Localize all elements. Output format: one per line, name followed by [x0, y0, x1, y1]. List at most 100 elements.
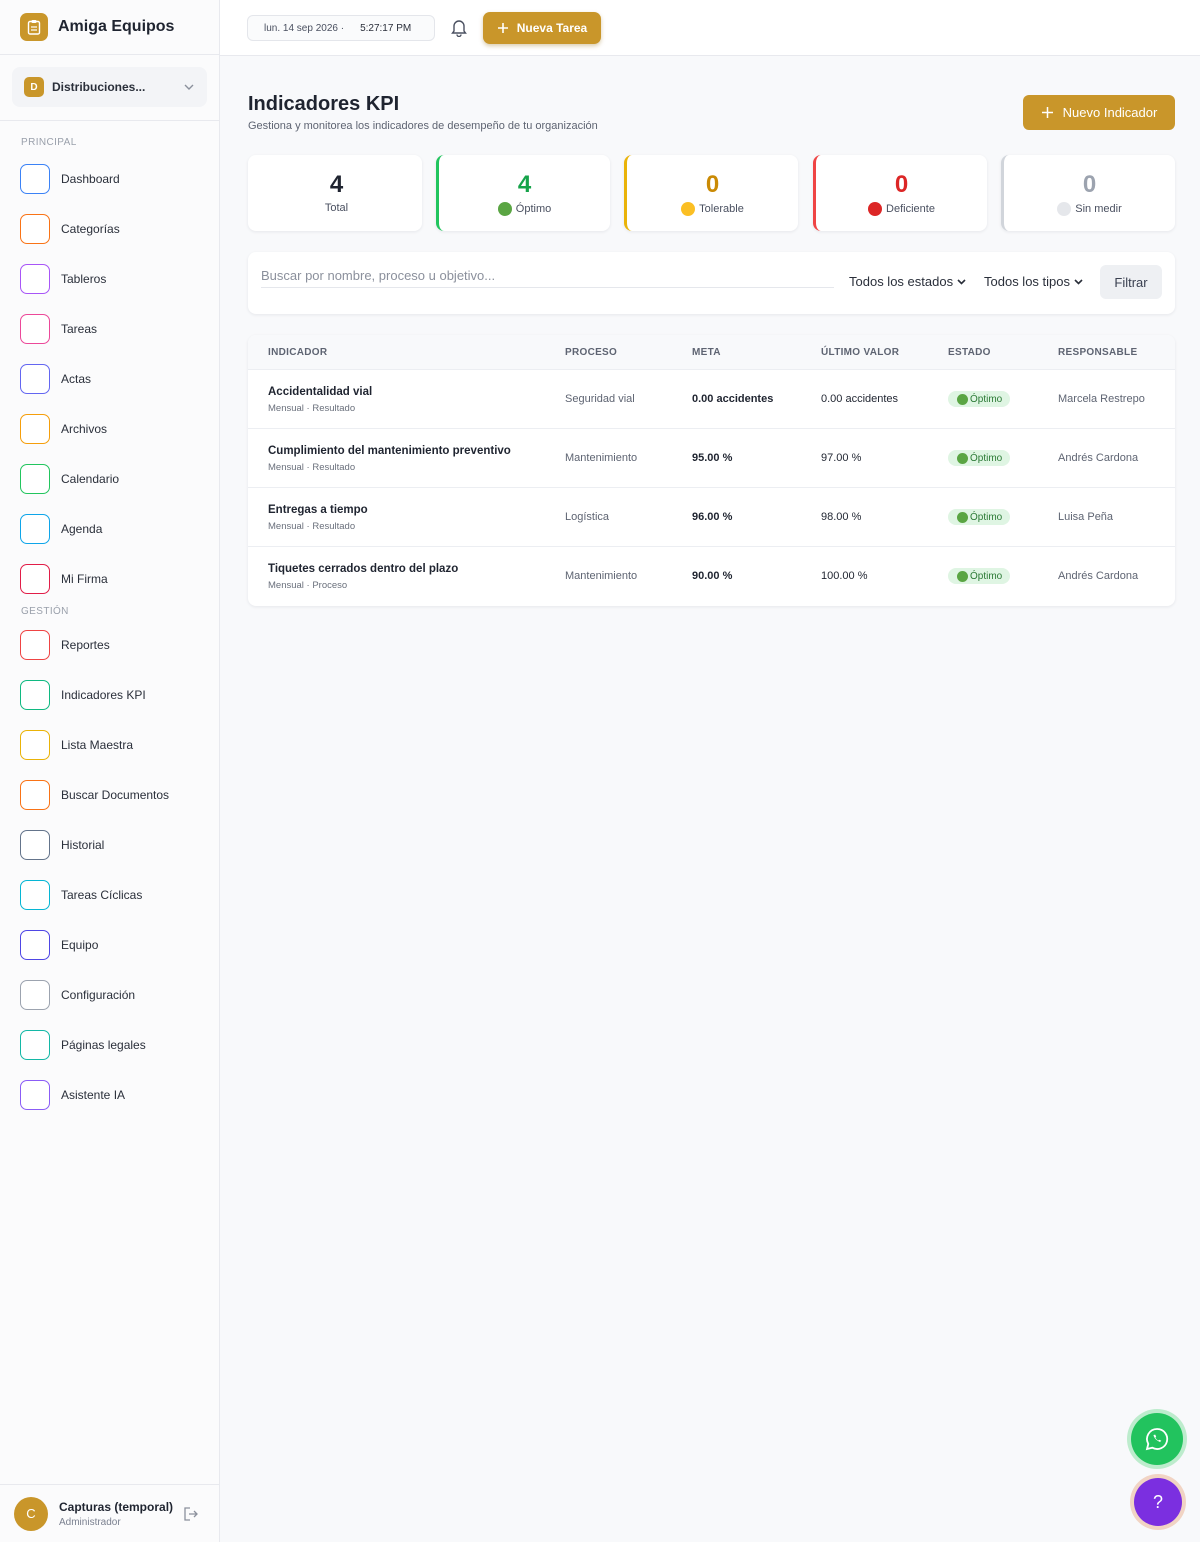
sidebar-item-asistente-ia[interactable]: Asistente IA — [20, 1080, 125, 1110]
nav-icon — [20, 980, 50, 1010]
stat-sin-medir-card[interactable]: 0 Sin medir — [1001, 155, 1175, 231]
sidebar-item-tareas[interactable]: Tareas — [20, 314, 97, 344]
sidebar-item-agenda[interactable]: Agenda — [20, 514, 102, 544]
meta-cell: 95.00 % — [692, 452, 733, 464]
sidebar-item-calendario[interactable]: Calendario — [20, 464, 119, 494]
table-row[interactable]: Entregas a tiempo Mensual · Resultado Logí… — [248, 487, 1175, 546]
nav-icon — [20, 414, 50, 444]
status-badge: Óptimo — [948, 450, 1011, 466]
stat-label: Deficiente — [816, 202, 987, 216]
time-text: 5:27:17 PM — [360, 22, 412, 34]
sidebar-item-label: Buscar Documentos — [61, 788, 170, 802]
sidebar-item-páginas-legales[interactable]: Páginas legales — [20, 1030, 146, 1060]
table-row[interactable]: Tiquetes cerrados dentro del plazo Mensua… — [248, 546, 1175, 605]
header-status[interactable]: ESTADO — [948, 347, 991, 358]
sidebar-item-archivos[interactable]: Archivos — [20, 414, 107, 444]
header-meta[interactable]: META — [692, 347, 721, 358]
sidebar-item-indicadores-kpi[interactable]: Indicadores KPI — [20, 680, 146, 710]
status-badge-label: Óptimo — [970, 393, 1003, 405]
nav-icon — [20, 1080, 50, 1110]
filter-button[interactable]: Filtrar — [1100, 265, 1162, 299]
logout-icon[interactable] — [183, 1507, 199, 1521]
stat-optimo-card[interactable]: 4 Óptimo — [436, 155, 610, 231]
stat-label-text: Óptimo — [515, 203, 552, 215]
process-cell: Logística — [565, 511, 610, 523]
sidebar-item-lista-maestra[interactable]: Lista Maestra — [20, 730, 133, 760]
header-last-value[interactable]: ÚLTIMO VALOR — [821, 347, 900, 358]
chevron-down-icon — [184, 84, 194, 90]
sidebar-item-label: Indicadores KPI — [61, 688, 146, 702]
sidebar-item-historial[interactable]: Historial — [20, 830, 104, 860]
status-select[interactable]: Todos los estados — [849, 274, 966, 289]
table-header: INDICADOR PROCESO META ÚLTIMO VALOR ESTA… — [248, 335, 1175, 369]
type-select[interactable]: Todos los tipos — [984, 274, 1083, 289]
sidebar-item-label: Agenda — [61, 522, 103, 536]
whatsapp-button[interactable] — [1131, 1413, 1183, 1465]
new-task-button[interactable]: Nueva Tarea — [483, 12, 601, 44]
sidebar-item-dashboard[interactable]: Dashboard — [20, 164, 120, 194]
type-select-value: Todos los tipos — [984, 274, 1070, 289]
indicator-name[interactable]: Tiquetes cerrados dentro del plazo — [268, 563, 459, 575]
sidebar-item-label: Categorías — [61, 222, 120, 236]
meta-cell: 90.00 % — [692, 570, 733, 582]
indicator-name[interactable]: Entregas a tiempo — [268, 504, 368, 516]
stat-label: Sin medir — [1004, 202, 1175, 216]
header-process[interactable]: PROCESO — [565, 347, 618, 358]
status-dot-icon — [957, 570, 968, 582]
last-value-cell: 97.00 % — [821, 452, 862, 464]
plus-icon — [497, 23, 508, 33]
stat-label-text: Total — [324, 202, 349, 214]
sidebar-item-tableros[interactable]: Tableros — [20, 264, 106, 294]
indicator-frequency: Mensual · Resultado — [268, 521, 356, 532]
nav-icon — [20, 564, 50, 594]
sidebar-item-mi-firma[interactable]: Mi Firma — [20, 564, 108, 594]
indicator-name[interactable]: Accidentalidad vial — [268, 386, 373, 398]
stat-value: 0 — [1082, 171, 1097, 198]
sidebar-item-tareas-cíclicas[interactable]: Tareas Cíclicas — [20, 880, 142, 910]
stat-total-card[interactable]: 4 Total — [248, 155, 422, 231]
table-row[interactable]: Cumplimiento del mantenimiento preventiv… — [248, 428, 1175, 487]
sidebar-item-equipo[interactable]: Equipo — [20, 930, 98, 960]
help-button[interactable]: ? — [1134, 1478, 1182, 1526]
brand[interactable]: Amiga Equipos — [0, 0, 219, 55]
table-row[interactable]: Accidentalidad vial Mensual · Resultado Se… — [248, 369, 1175, 428]
nav-icon — [20, 514, 50, 544]
sidebar-item-buscar-documentos[interactable]: Buscar Documentos — [20, 780, 169, 810]
status-badge-label: Óptimo — [970, 452, 1003, 464]
sidebar-item-label: Reportes — [61, 638, 110, 652]
organization-selector[interactable]: D Distribuciones... — [12, 67, 207, 107]
section-label-principal: PRINCIPAL — [21, 137, 77, 148]
stat-deficiente-card[interactable]: 0 Deficiente — [813, 155, 987, 231]
whatsapp-icon — [1145, 1428, 1169, 1451]
new-indicator-button[interactable]: Nuevo Indicador — [1023, 95, 1175, 130]
nav-icon — [20, 730, 50, 760]
status-dot-icon — [681, 202, 696, 216]
new-task-label: Nueva Tarea — [516, 21, 588, 35]
stat-label: Óptimo — [439, 202, 610, 216]
status-dot-icon — [957, 511, 968, 523]
sidebar-item-label: Actas — [61, 372, 92, 386]
nav-icon — [20, 880, 50, 910]
avatar[interactable]: C — [14, 1496, 48, 1531]
nav-icon — [20, 264, 50, 294]
process-cell: Seguridad vial — [565, 393, 635, 405]
stat-tolerable-card[interactable]: 0 Tolerable — [624, 155, 798, 231]
header-indicator[interactable]: INDICADOR — [268, 347, 328, 358]
status-dot-icon — [957, 452, 968, 464]
nav-icon — [20, 830, 50, 860]
sidebar-item-categorías[interactable]: Categorías — [20, 214, 120, 244]
sidebar-item-configuración[interactable]: Configuración — [20, 980, 135, 1010]
brand-name: Amiga Equipos — [58, 18, 175, 35]
owner-cell: Andrés Cardona — [1058, 452, 1139, 464]
sidebar-item-label: Historial — [61, 838, 105, 852]
meta-cell: 0.00 accidentes — [692, 393, 774, 405]
status-badge: Óptimo — [948, 568, 1011, 584]
search-input[interactable] — [261, 264, 834, 288]
sidebar-item-reportes[interactable]: Reportes — [20, 630, 110, 660]
nav-icon — [20, 214, 50, 244]
sidebar-item-actas[interactable]: Actas — [20, 364, 91, 394]
bell-icon[interactable] — [450, 18, 468, 37]
header-owner[interactable]: RESPONSABLE — [1058, 347, 1138, 358]
indicator-frequency: Mensual · Resultado — [268, 462, 356, 473]
indicator-name[interactable]: Cumplimiento del mantenimiento preventiv… — [268, 445, 511, 457]
